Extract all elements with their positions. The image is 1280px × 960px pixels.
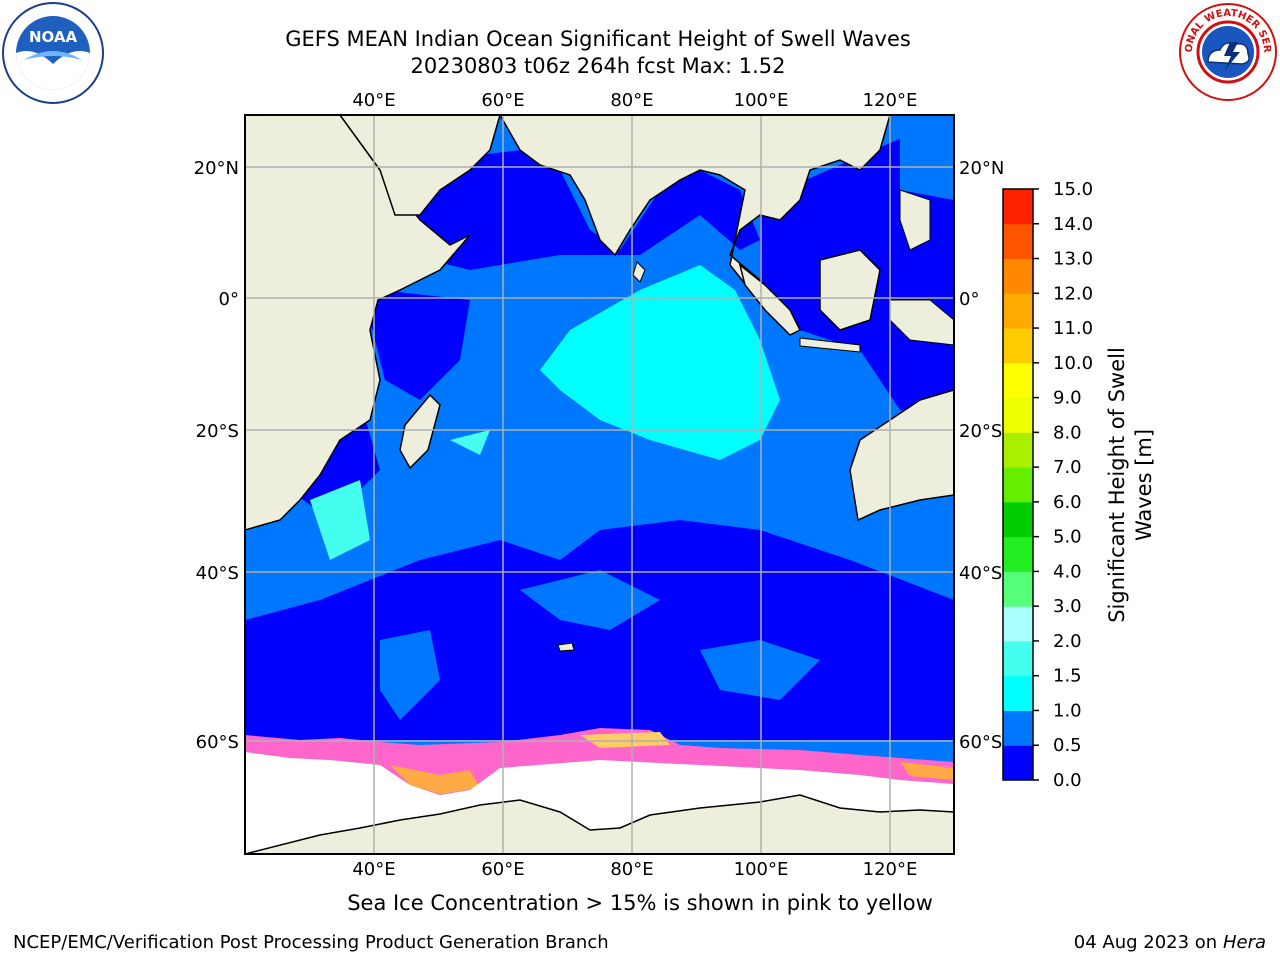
colorbar-segment bbox=[1003, 745, 1033, 781]
colorbar-tick-label: 4.0 bbox=[1053, 561, 1082, 582]
colorbar-segment bbox=[1003, 189, 1033, 225]
lat-tick-left: 0° bbox=[219, 289, 239, 310]
noaa-logo-text: NOAA bbox=[29, 28, 78, 46]
colorbar-segment bbox=[1003, 328, 1033, 364]
lat-tick-right: 40°S bbox=[959, 563, 1002, 584]
colorbar-segment bbox=[1003, 258, 1033, 294]
colorbar-tick-label: 2.0 bbox=[1053, 631, 1082, 652]
colorbar-segment bbox=[1003, 362, 1033, 399]
lat-tick-right: 0° bbox=[959, 289, 979, 310]
swell-field-1.0-1.5 bbox=[540, 265, 780, 460]
colorbar-segment bbox=[1003, 432, 1033, 468]
land-india-asia bbox=[499, 115, 891, 302]
map-frame bbox=[244, 114, 955, 855]
colorbar-tick-label: 0.0 bbox=[1053, 770, 1082, 791]
colorbar bbox=[1003, 189, 1033, 781]
colorbar-segment bbox=[1003, 501, 1033, 538]
colorbar-segment bbox=[1003, 536, 1033, 572]
land-antarctica bbox=[245, 794, 954, 854]
lon-tick-top: 40°E bbox=[352, 90, 395, 111]
colorbar-tick-label: 14.0 bbox=[1053, 214, 1093, 235]
date-stamp: 04 Aug 2023 on Hera bbox=[1074, 932, 1266, 953]
colorbar-tick-label: 15.0 bbox=[1053, 179, 1093, 200]
colorbar-tick-label: 3.0 bbox=[1053, 596, 1082, 617]
date-text: 04 Aug 2023 on bbox=[1073, 932, 1218, 953]
lat-tick-left: 40°S bbox=[196, 563, 239, 584]
map-field bbox=[245, 115, 954, 854]
sea-ice-note: Sea Ice Concentration > 15% is shown in … bbox=[347, 891, 933, 915]
lat-tick-right: 60°S bbox=[959, 732, 1002, 753]
colorbar-tick-label: 12.0 bbox=[1053, 283, 1093, 304]
colorbar-segment bbox=[1003, 675, 1033, 711]
colorbar-segment bbox=[1003, 640, 1033, 677]
colorbar-segment bbox=[1003, 571, 1033, 607]
lat-tick-right: 20°N bbox=[959, 158, 1004, 179]
chart-title: GEFS MEAN Indian Ocean Significant Heigh… bbox=[285, 27, 911, 51]
machine-name: Hera bbox=[1222, 932, 1266, 953]
lon-tick-top: 100°E bbox=[734, 90, 789, 111]
colorbar-ticks: 0.0 0.5 1.0 1.5 2.0 3.0 4.0 5.0 6.0 7.0 8.0 9.0 10.0… bbox=[1033, 179, 1093, 791]
colorbar-tick-label: 10.0 bbox=[1053, 353, 1093, 374]
land-sumatra bbox=[738, 263, 802, 336]
colorbar-label-line2: Waves [m] bbox=[1132, 429, 1156, 541]
lat-tick-left: 20°N bbox=[194, 158, 239, 179]
colorbar-segment bbox=[1003, 467, 1033, 503]
colorbar-tick-label: 7.0 bbox=[1053, 457, 1082, 478]
colorbar-label-line1: Significant Height of Swell bbox=[1105, 347, 1129, 623]
colorbar-segment bbox=[1003, 710, 1033, 746]
colorbar-tick-label: 6.0 bbox=[1053, 492, 1082, 513]
colorbar-segment bbox=[1003, 397, 1033, 433]
colorbar-tick-label: 8.0 bbox=[1053, 422, 1082, 443]
credit-line: NCEP/EMC/Verification Post Processing Pr… bbox=[13, 932, 609, 953]
lon-tick-bottom: 100°E bbox=[734, 859, 789, 880]
lon-tick-bottom: 80°E bbox=[610, 859, 653, 880]
lon-tick-bottom: 60°E bbox=[481, 859, 524, 880]
colorbar-segment bbox=[1003, 606, 1033, 642]
lon-tick-top: 80°E bbox=[610, 90, 653, 111]
colorbar-tick-label: 0.5 bbox=[1053, 735, 1082, 756]
lon-tick-top: 120°E bbox=[863, 90, 918, 111]
map-gridlines bbox=[245, 115, 954, 854]
nws-logo-icon: NATIONAL WEATHER SERVICE bbox=[1178, 2, 1277, 101]
land-arabia bbox=[339, 115, 501, 216]
colorbar-tick-label: 13.0 bbox=[1053, 249, 1093, 270]
lat-tick-left: 20°S bbox=[196, 421, 239, 442]
land-australia bbox=[849, 389, 954, 522]
lon-tick-bottom: 40°E bbox=[352, 859, 395, 880]
land-madagascar bbox=[399, 393, 441, 470]
colorbar-segment bbox=[1003, 293, 1033, 329]
swell-field-north-low bbox=[405, 150, 760, 270]
lon-tick-bottom: 120°E bbox=[863, 859, 918, 880]
lat-tick-right: 20°S bbox=[959, 421, 1002, 442]
lat-tick-left: 60°S bbox=[196, 732, 239, 753]
land-borneo bbox=[819, 249, 881, 331]
colorbar-tick-label: 11.0 bbox=[1053, 318, 1093, 339]
colorbar-segment bbox=[1003, 223, 1033, 260]
colorbar-tick-label: 1.0 bbox=[1053, 700, 1082, 721]
colorbar-tick-label: 1.5 bbox=[1053, 666, 1082, 687]
lon-tick-top: 60°E bbox=[481, 90, 524, 111]
colorbar-tick-label: 5.0 bbox=[1053, 527, 1082, 548]
colorbar-frame bbox=[1002, 188, 1034, 781]
noaa-logo-icon: NOAA bbox=[2, 2, 104, 104]
colorbar-tick-label: 9.0 bbox=[1053, 388, 1082, 409]
chart-subtitle: 20230803 t06z 264h fcst Max: 1.52 bbox=[410, 54, 786, 78]
